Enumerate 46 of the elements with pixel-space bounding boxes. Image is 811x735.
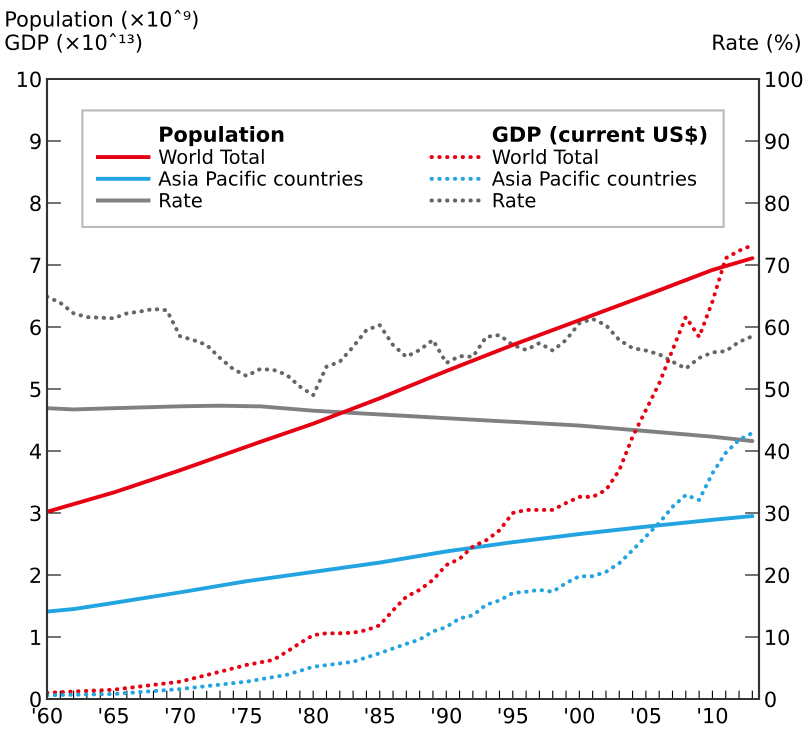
y-tick-label: 6: [30, 319, 41, 336]
y2-tick-label: 50: [765, 381, 789, 398]
y-tick-label: 7: [30, 258, 40, 273]
y-tick-label: 0: [30, 691, 41, 708]
annotation: GDP (current US$): [492, 126, 706, 145]
y-tick-label: 1: [31, 630, 40, 645]
annotation: Population: [160, 126, 284, 146]
y-tick-label: 9: [30, 133, 41, 150]
y-tick-label: 5: [30, 382, 40, 398]
y2-tick-label: 60: [765, 319, 789, 336]
y-tick-label: 4: [30, 444, 41, 459]
x-tick-label: '00: [565, 708, 594, 724]
y2-tick-label: 100: [766, 71, 802, 88]
line-series: [47, 294, 754, 398]
y2-tick-label: 20: [765, 567, 789, 584]
x-tick-label: '65: [99, 708, 128, 724]
y2-tick-label: 0: [765, 691, 776, 708]
legend-label: World Total: [492, 149, 598, 164]
legend-label: Rate: [160, 193, 202, 208]
y2-tick-label: 70: [766, 257, 789, 274]
line-series: [47, 431, 754, 698]
x-tick-label: '05: [632, 708, 660, 724]
y2-tick-label: 80: [765, 195, 789, 212]
legend-label: Asia Pacific countries: [492, 170, 696, 186]
x-tick-label: '60: [32, 708, 62, 724]
y2-tick-label: 90: [765, 133, 789, 150]
line-series: [47, 404, 754, 444]
x-tick-label: '70: [166, 708, 195, 724]
y-tick-label: 8: [30, 195, 41, 212]
y-tick-label: 3: [30, 505, 40, 522]
x-tick-label: '90: [432, 708, 461, 724]
y2-axis-title: Rate (%): [713, 34, 800, 53]
legend-label: World Total: [158, 149, 264, 164]
x-tick-label: '95: [498, 708, 528, 724]
y2-tick-label: 40: [764, 443, 789, 460]
x-tick-label: '80: [299, 708, 328, 724]
x-tick-label: '10: [698, 708, 728, 724]
y2-tick-label: 30: [765, 505, 789, 522]
legend-label: Rate: [494, 193, 536, 208]
legend-label: Asia Pacific countries: [158, 170, 363, 186]
y-tick-label: 2: [30, 567, 40, 583]
x-tick-label: '75: [232, 708, 261, 724]
x-tick-label: '85: [366, 708, 394, 724]
y-axis-title: Population (×10ˆ⁹) GDP (×10ˆ¹³): [5, 10, 198, 53]
y-tick-label: 10: [18, 71, 41, 88]
y2-tick-label: 10: [766, 629, 789, 646]
